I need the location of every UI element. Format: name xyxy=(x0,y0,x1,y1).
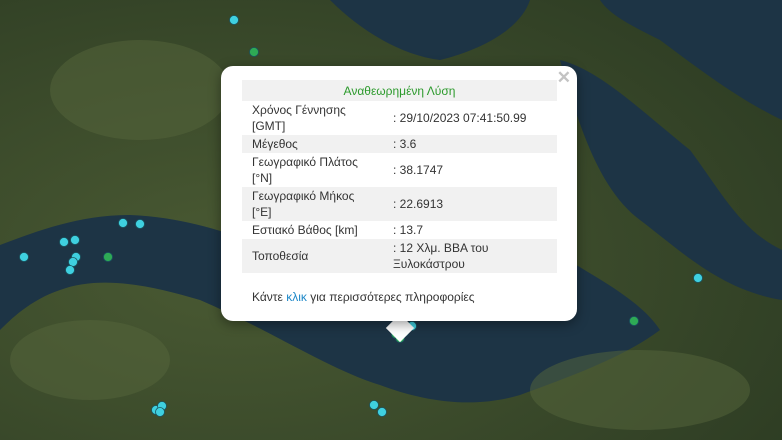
earthquake-info-table: Αναθεωρημένη Λύση Χρόνος Γέννησης [GMT]:… xyxy=(242,80,557,273)
earthquake-marker[interactable] xyxy=(135,219,145,229)
earthquake-marker[interactable] xyxy=(155,407,165,417)
footer-text: για περισσότερες πληροφορίες xyxy=(310,290,475,304)
row-label: Μέγεθος xyxy=(242,135,387,153)
earthquake-marker[interactable] xyxy=(59,237,69,247)
earthquake-marker[interactable] xyxy=(693,273,703,283)
land-texture xyxy=(10,40,750,430)
earthquake-popup: ✕ Αναθεωρημένη Λύση Χρόνος Γέννησης [GMT… xyxy=(221,66,577,321)
footer-text: Κάντε xyxy=(252,290,283,304)
earthquake-marker[interactable] xyxy=(249,47,259,57)
table-row: Γεωγραφικό Μήκος [°E]: 22.6913 xyxy=(242,187,557,221)
earthquake-marker[interactable] xyxy=(229,15,239,25)
earthquake-marker[interactable] xyxy=(629,316,639,326)
row-label: Τοποθεσία xyxy=(242,239,387,273)
close-icon[interactable]: ✕ xyxy=(556,68,571,87)
earthquake-marker[interactable] xyxy=(369,400,379,410)
row-value: : 3.6 xyxy=(387,135,557,153)
table-row: Χρόνος Γέννησης [GMT] : 29/10/2023 07:41:… xyxy=(242,101,557,135)
earthquake-marker[interactable] xyxy=(65,265,75,275)
row-label: Γεωγραφικό Μήκος [°E] xyxy=(242,187,387,221)
earthquake-marker[interactable] xyxy=(118,218,128,228)
row-value: : 13.7 xyxy=(393,223,424,237)
popup-footer: Κάντε κλικ για περισσότερες πληροφορίες xyxy=(252,290,475,304)
row-label: Χρόνος Γέννησης [GMT] xyxy=(252,103,346,133)
more-info-link[interactable]: κλικ xyxy=(286,290,307,304)
table-row: Εστιακό Βάθος [km] : 13.7 xyxy=(242,221,557,239)
earthquake-marker[interactable] xyxy=(103,252,113,262)
row-label: Γεωγραφικό Πλάτος [°N] xyxy=(252,155,358,185)
popup-title: Αναθεωρημένη Λύση xyxy=(242,80,557,101)
table-row: Γεωγραφικό Πλάτος [°N] : 38.1747 xyxy=(242,153,557,187)
row-value: : 22.6913 xyxy=(387,187,557,221)
earthquake-marker[interactable] xyxy=(377,407,387,417)
earthquake-marker[interactable] xyxy=(19,252,29,262)
row-value: : 38.1747 xyxy=(393,163,444,177)
row-value: : 29/10/2023 07:41:50.99 xyxy=(393,111,527,125)
earthquake-marker[interactable] xyxy=(70,235,80,245)
row-value: : 12 Χλμ. ΒΒΑ του Ξυλοκάστρου xyxy=(387,239,557,273)
table-row: Τοποθεσία: 12 Χλμ. ΒΒΑ του Ξυλοκάστρου xyxy=(242,239,557,273)
row-label: Εστιακό Βάθος [km] xyxy=(252,223,358,237)
table-row: Μέγεθος: 3.6 xyxy=(242,135,557,153)
